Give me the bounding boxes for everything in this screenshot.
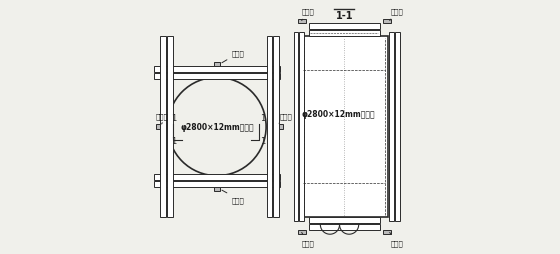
Bar [279,124,283,130]
Bar [389,33,394,221]
Text: 导向块: 导向块 [155,113,168,120]
Bar [156,124,161,130]
Bar [273,37,279,217]
Text: 1-1: 1-1 [335,11,353,21]
Bar [214,63,220,67]
Text: 导向块: 导向块 [301,8,314,22]
Text: 导向块: 导向块 [301,232,314,246]
Bar [167,37,172,217]
Bar [395,33,399,221]
Bar [309,24,380,30]
Bar [267,37,272,217]
Text: φ2800×12mm钉护筒: φ2800×12mm钉护筒 [180,122,254,132]
Bar [300,37,389,217]
Bar [293,33,298,221]
Bar [309,224,380,230]
Bar [298,231,306,234]
Bar [383,20,391,23]
Bar [154,74,280,79]
Bar [161,37,166,217]
Text: 1: 1 [171,136,177,145]
Bar [309,217,380,223]
Text: 导向块: 导向块 [279,113,292,120]
Text: 1: 1 [171,114,177,123]
Text: 导向块: 导向块 [390,8,404,22]
Bar [383,231,391,234]
Bar [299,33,304,221]
Bar [154,182,280,187]
Text: 导向块: 导向块 [222,190,245,203]
Bar [214,187,220,191]
Text: 导向块: 导向块 [390,232,404,246]
Text: 1: 1 [260,136,265,145]
Text: 导向块: 导向块 [222,50,245,64]
Bar [154,67,280,72]
Text: 1: 1 [260,114,265,123]
Bar [309,31,380,37]
Bar [298,20,306,23]
Text: φ2800×12mm钉护筒: φ2800×12mm钉护筒 [301,110,375,119]
Bar [154,175,280,180]
